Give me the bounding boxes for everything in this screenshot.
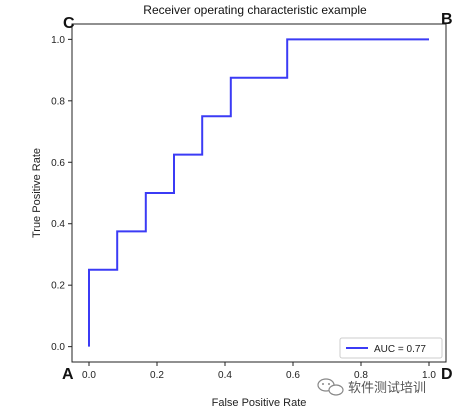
legend: AUC = 0.77 (339, 337, 443, 359)
corner-label-d: D (441, 366, 453, 383)
x-tick-label: 0.2 (150, 370, 164, 381)
wechat-icon (317, 378, 344, 396)
y-tick-label: 0.0 (51, 342, 65, 353)
legend-box (339, 337, 443, 359)
y-tick-label: 0.4 (51, 219, 65, 230)
watermark-text: 软件测试培训 (348, 380, 426, 396)
x-tick-label: 0.6 (286, 370, 300, 381)
x-tick-label: 0.4 (218, 370, 232, 381)
y-tick-label: 0.8 (51, 96, 65, 107)
x-tick-label: 0.8 (354, 370, 368, 381)
y-axis-label: True Positive Rate (31, 148, 43, 238)
corner-label-c: C (63, 15, 75, 32)
legend-label: AUC = 0.77 (374, 344, 426, 355)
roc-curve (88, 38, 429, 347)
x-tick-label: 1.0 (422, 370, 436, 381)
corner-label-a: A (62, 366, 74, 383)
corner-label-b: B (441, 11, 453, 28)
plot-frame (71, 23, 447, 363)
x-axis: 0.0 0.2 0.4 0.6 0.8 1.0 (82, 362, 436, 381)
x-axis-label: False Positive Rate (212, 397, 307, 409)
chart-title: Receiver operating characteristic exampl… (143, 3, 367, 17)
y-tick-label: 0.6 (51, 158, 65, 169)
watermark: 软件测试培训 (317, 378, 426, 396)
x-tick-label: 0.0 (82, 370, 96, 381)
y-axis: 0.0 0.2 0.4 0.6 0.8 1.0 (51, 35, 72, 353)
y-tick-label: 0.2 (51, 281, 65, 292)
y-tick-label: 1.0 (51, 35, 65, 46)
